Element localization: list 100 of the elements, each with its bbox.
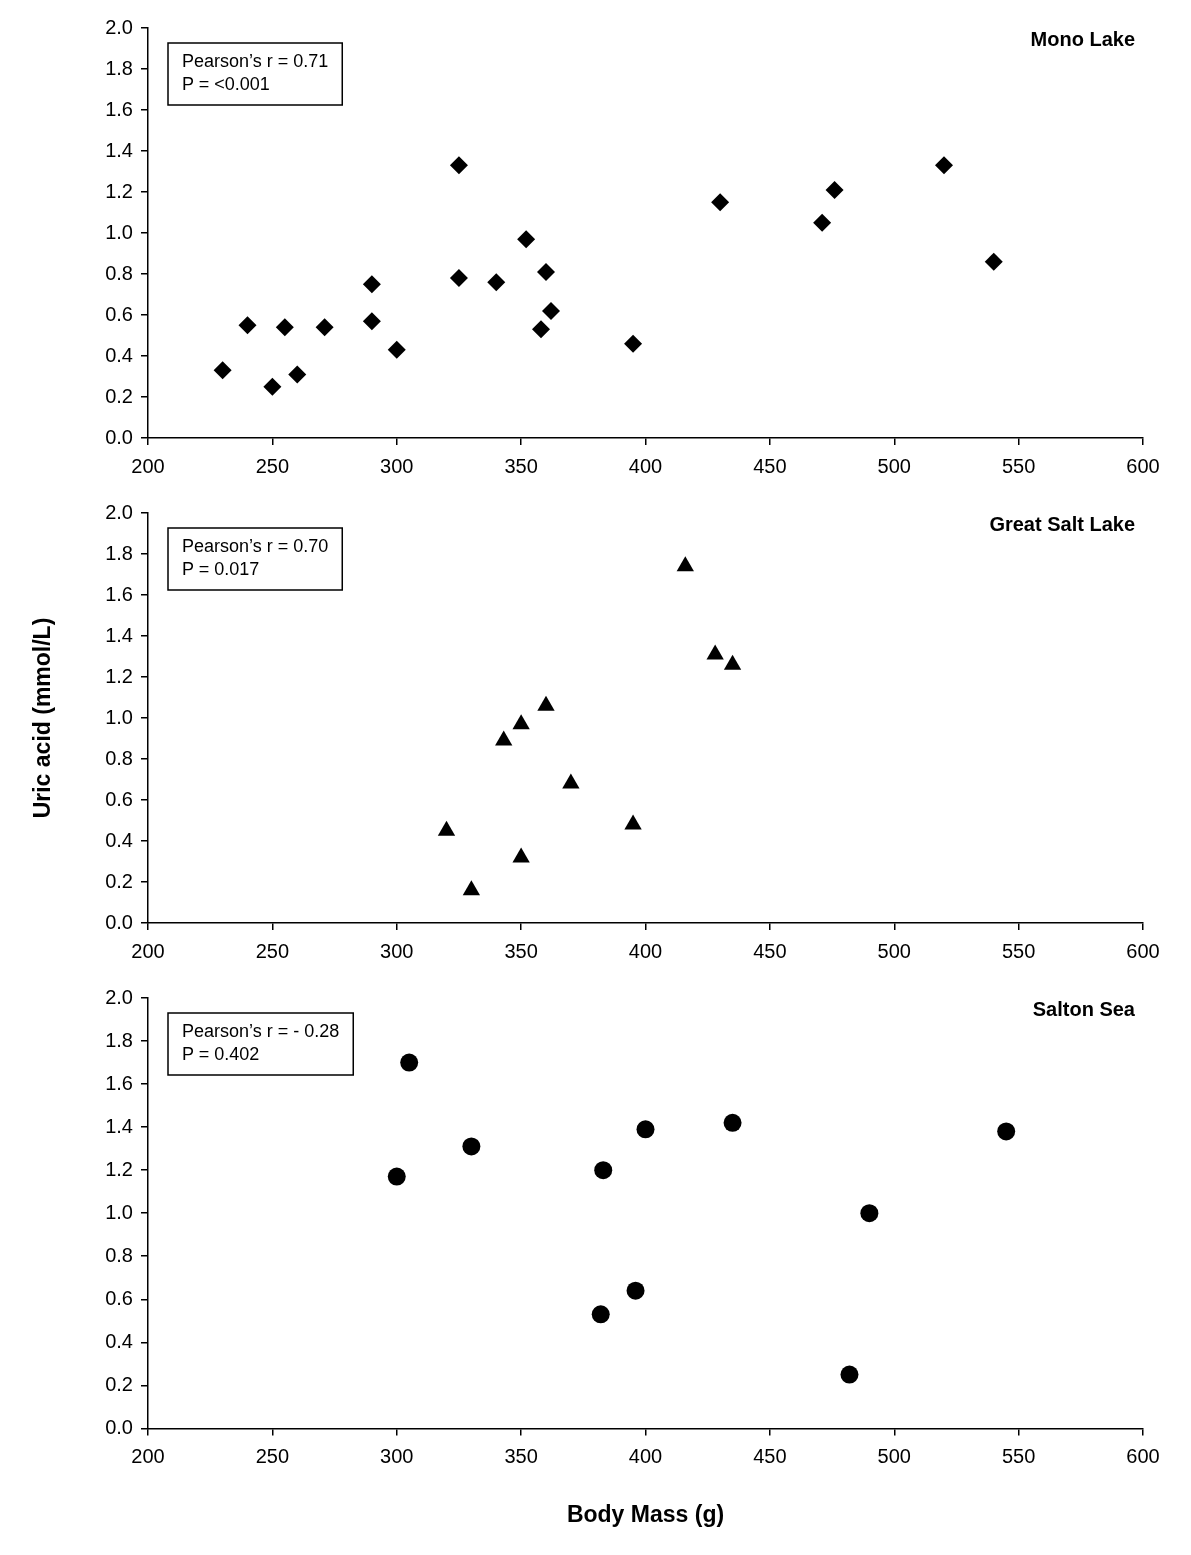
y-tick-label: 0.6 xyxy=(105,1286,133,1309)
y-tick-label: 1.6 xyxy=(105,97,133,120)
point xyxy=(706,644,724,660)
x-tick-label: 400 xyxy=(628,1444,663,1467)
point xyxy=(935,156,953,175)
annotation: Pearson’s r = - 0.28 xyxy=(182,1020,340,1041)
point xyxy=(624,334,643,353)
annotation: P = <0.001 xyxy=(182,73,270,94)
point xyxy=(813,213,832,232)
x-tick-label: 500 xyxy=(877,939,911,962)
x-tick-label: 450 xyxy=(753,939,787,962)
x-tick-label: 300 xyxy=(380,939,414,962)
annotation: Pearson’s r = 0.70 xyxy=(182,535,329,556)
point xyxy=(487,273,506,292)
x-tick-label: 350 xyxy=(504,454,538,477)
y-tick-label: 2.0 xyxy=(105,500,133,523)
point xyxy=(449,156,468,175)
point xyxy=(723,1113,742,1132)
y-tick-label: 1.4 xyxy=(105,1114,133,1137)
x-tick-label: 450 xyxy=(753,1444,787,1467)
y-tick-label: 0.6 xyxy=(105,302,133,325)
x-tick-label: 200 xyxy=(131,939,165,962)
y-tick-label: 0.2 xyxy=(105,1372,133,1395)
point xyxy=(495,730,513,746)
x-tick-label: 550 xyxy=(1001,454,1036,477)
chart-title: Mono Lake xyxy=(1030,27,1135,50)
point xyxy=(275,318,294,337)
y-tick-label: 1.8 xyxy=(105,56,133,79)
y-tick-label: 2.0 xyxy=(105,15,133,38)
y-axis-title: Uric acid (mmol/L) xyxy=(29,617,56,819)
annotation: P = 0.402 xyxy=(182,1043,260,1064)
y-tick-label: 1.8 xyxy=(105,1028,133,1051)
point xyxy=(288,365,307,384)
point xyxy=(624,814,642,830)
y-tick-label: 1.0 xyxy=(105,705,133,728)
point xyxy=(562,773,580,789)
x-tick-label: 250 xyxy=(255,454,290,477)
y-tick-label: 0.6 xyxy=(105,787,133,810)
y-tick-label: 1.0 xyxy=(105,220,133,243)
x-tick-label: 500 xyxy=(877,454,911,477)
point xyxy=(723,654,742,670)
y-tick-label: 0.0 xyxy=(105,910,133,933)
y-tick-label: 0.2 xyxy=(105,869,133,892)
point xyxy=(213,361,232,380)
point xyxy=(591,1305,610,1324)
annotation: Pearson’s r = 0.71 xyxy=(182,50,329,71)
y-tick-label: 0.0 xyxy=(105,425,133,448)
point xyxy=(238,316,257,335)
point xyxy=(840,1365,859,1384)
point xyxy=(462,1137,481,1156)
annotation: P = 0.017 xyxy=(182,558,260,579)
point xyxy=(263,377,282,396)
point xyxy=(462,880,481,896)
y-tick-label: 1.4 xyxy=(105,138,133,161)
y-tick-label: 1.2 xyxy=(105,664,133,687)
y-tick-label: 1.4 xyxy=(105,623,133,646)
point xyxy=(594,1161,613,1180)
y-tick-label: 0.0 xyxy=(105,1415,133,1438)
point xyxy=(676,556,694,572)
point xyxy=(315,318,334,337)
point xyxy=(512,714,530,730)
y-tick-label: 1.2 xyxy=(105,179,133,202)
point xyxy=(512,847,530,863)
x-tick-label: 350 xyxy=(504,939,538,962)
x-tick-label: 300 xyxy=(380,1444,414,1467)
x-tick-label: 500 xyxy=(877,1444,911,1467)
point xyxy=(997,1122,1016,1141)
point xyxy=(449,269,468,288)
y-tick-label: 1.6 xyxy=(105,1071,133,1094)
point xyxy=(537,262,555,281)
point xyxy=(362,312,381,331)
point xyxy=(532,320,551,339)
point xyxy=(984,252,1003,271)
chart-title: Salton Sea xyxy=(1032,997,1136,1020)
y-tick-label: 0.4 xyxy=(105,828,133,851)
point xyxy=(362,275,381,294)
point xyxy=(711,193,730,212)
y-tick-label: 2.0 xyxy=(105,985,133,1008)
y-tick-label: 0.2 xyxy=(105,384,133,407)
y-tick-label: 0.4 xyxy=(105,343,133,366)
point xyxy=(437,820,456,836)
x-tick-label: 400 xyxy=(628,454,663,477)
point xyxy=(541,301,560,320)
x-tick-label: 600 xyxy=(1126,454,1160,477)
x-tick-label: 250 xyxy=(255,939,290,962)
x-tick-label: 600 xyxy=(1126,1444,1160,1467)
y-tick-label: 0.4 xyxy=(105,1329,133,1352)
point xyxy=(517,230,536,249)
point xyxy=(626,1281,645,1300)
y-tick-label: 1.0 xyxy=(105,1200,133,1223)
y-tick-label: 0.8 xyxy=(105,1243,133,1266)
x-tick-label: 200 xyxy=(131,454,165,477)
y-tick-label: 1.6 xyxy=(105,582,133,605)
point xyxy=(537,695,555,711)
x-tick-label: 450 xyxy=(753,454,787,477)
x-tick-label: 200 xyxy=(131,1444,165,1467)
y-tick-label: 0.8 xyxy=(105,746,133,769)
y-tick-label: 1.2 xyxy=(105,1157,133,1180)
x-tick-label: 300 xyxy=(380,454,414,477)
x-tick-label: 550 xyxy=(1001,1444,1036,1467)
